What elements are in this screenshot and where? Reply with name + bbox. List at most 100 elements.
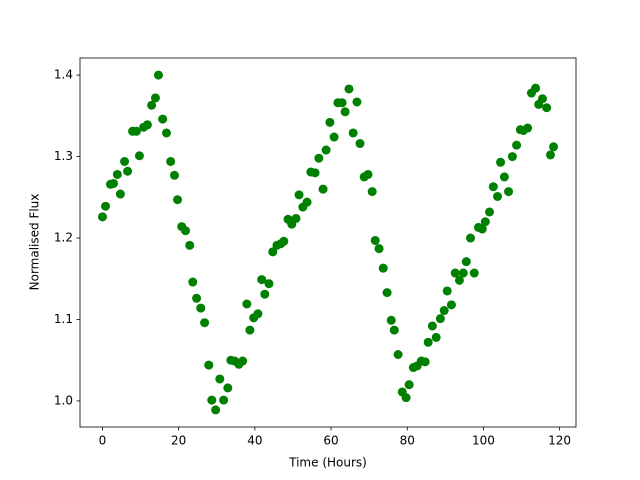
x-tick-label: 120 xyxy=(548,434,571,448)
point xyxy=(264,279,274,289)
point xyxy=(314,153,324,163)
point xyxy=(386,315,396,325)
point xyxy=(382,288,392,298)
point xyxy=(109,178,119,188)
point xyxy=(134,151,144,161)
point xyxy=(480,217,490,227)
point xyxy=(318,184,328,194)
point xyxy=(268,247,278,257)
point xyxy=(279,236,289,246)
point xyxy=(450,268,460,278)
point xyxy=(454,275,464,285)
point xyxy=(120,156,130,166)
point xyxy=(223,383,233,393)
point xyxy=(465,233,475,243)
point xyxy=(207,395,217,405)
point xyxy=(215,374,225,384)
point xyxy=(461,257,471,267)
point xyxy=(142,120,152,130)
point xyxy=(321,145,331,155)
point xyxy=(499,172,509,182)
point xyxy=(329,132,339,142)
point xyxy=(504,187,514,197)
point xyxy=(131,126,141,136)
point xyxy=(185,240,195,250)
point xyxy=(166,156,176,166)
point xyxy=(302,197,312,207)
point xyxy=(363,169,373,179)
point xyxy=(469,268,479,278)
point xyxy=(507,152,517,162)
point xyxy=(348,128,358,138)
point xyxy=(150,93,160,103)
x-axis-label: Time (Hours) xyxy=(288,456,367,470)
point xyxy=(344,84,354,94)
point xyxy=(393,350,403,360)
point xyxy=(531,83,541,93)
point xyxy=(242,299,252,309)
point xyxy=(435,314,445,324)
point xyxy=(493,191,503,201)
x-tick-label: 0 xyxy=(99,434,107,448)
point xyxy=(115,189,125,199)
point xyxy=(153,70,163,80)
point xyxy=(204,360,214,370)
point xyxy=(188,277,198,287)
point xyxy=(485,207,495,217)
point xyxy=(294,190,304,200)
point xyxy=(496,157,506,167)
point xyxy=(101,201,111,211)
y-axis-label: Normalised Flux xyxy=(28,194,42,291)
point xyxy=(423,337,433,347)
point xyxy=(238,356,248,366)
point xyxy=(355,139,365,149)
y-tick-label: 1.3 xyxy=(54,149,73,163)
y-tick-label: 1.0 xyxy=(54,393,73,407)
point xyxy=(97,212,107,222)
plot-frame xyxy=(79,57,577,428)
point xyxy=(192,293,202,303)
x-tick-label: 20 xyxy=(171,434,186,448)
point xyxy=(181,226,191,236)
point xyxy=(420,357,430,367)
point xyxy=(389,325,399,335)
point xyxy=(370,235,380,245)
point xyxy=(257,275,267,285)
point xyxy=(161,128,171,138)
point xyxy=(310,168,320,178)
point xyxy=(545,150,555,160)
point xyxy=(378,263,388,273)
point xyxy=(446,300,456,310)
x-tick-label: 80 xyxy=(400,434,415,448)
y-tick-label: 1.2 xyxy=(54,231,73,245)
point xyxy=(431,332,441,342)
point xyxy=(245,325,255,335)
point xyxy=(367,187,377,197)
y-tick-label: 1.1 xyxy=(54,312,73,326)
point xyxy=(477,224,487,234)
point xyxy=(374,244,384,254)
point xyxy=(147,100,157,110)
point xyxy=(542,103,552,113)
x-tick-label: 100 xyxy=(472,434,495,448)
point xyxy=(169,170,179,180)
point xyxy=(537,94,547,104)
point xyxy=(158,114,168,124)
point xyxy=(211,405,221,415)
point xyxy=(173,195,183,205)
point xyxy=(340,107,350,117)
point xyxy=(439,306,449,316)
point xyxy=(325,117,335,127)
point xyxy=(260,289,270,299)
point xyxy=(196,303,206,313)
point xyxy=(512,140,522,150)
x-tick-label: 60 xyxy=(323,434,338,448)
point xyxy=(253,309,263,319)
point xyxy=(401,393,411,403)
point xyxy=(200,318,210,328)
point xyxy=(488,182,498,192)
point xyxy=(123,166,133,176)
y-tick-label: 1.4 xyxy=(54,68,73,82)
